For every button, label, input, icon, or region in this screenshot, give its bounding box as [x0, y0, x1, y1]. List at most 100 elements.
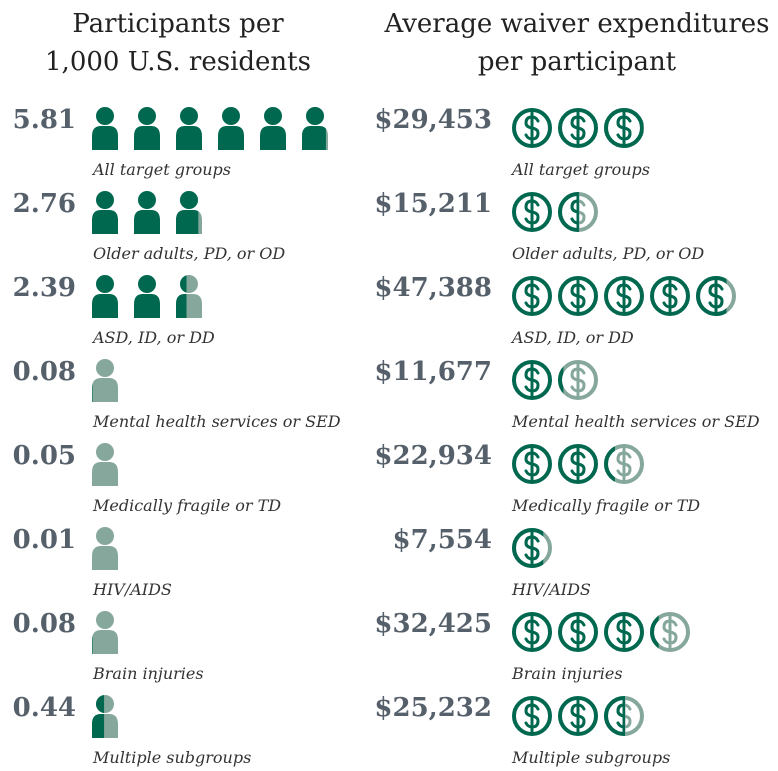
- person-body: [134, 210, 160, 234]
- icon-fill: [604, 696, 626, 736]
- coin-ring: [512, 360, 552, 400]
- person-body: [92, 714, 105, 738]
- dollar-sign: [524, 615, 540, 649]
- icon-fill: [176, 191, 199, 234]
- person-body: [92, 546, 118, 570]
- value-label: 5.81: [13, 105, 76, 135]
- category-label: All target groups: [91, 160, 231, 179]
- dollar-sign: [570, 111, 586, 145]
- coin-ring: [512, 612, 552, 652]
- person-body: [92, 378, 118, 402]
- category-label: HIV/AIDS: [511, 580, 591, 599]
- chart-title: Participants per: [72, 9, 284, 39]
- icon: [134, 275, 160, 318]
- value-label: 2.76: [13, 189, 76, 219]
- person-head: [96, 695, 105, 713]
- icon-fill: [92, 695, 105, 738]
- coin-ring: [604, 276, 644, 316]
- chart-title: per participant: [478, 47, 677, 77]
- icon: [92, 695, 118, 738]
- icon: [92, 527, 118, 570]
- coin-ring: [650, 615, 659, 649]
- dollar-sign: [524, 279, 540, 313]
- person-body: [134, 126, 160, 150]
- dollar-sign: [570, 615, 586, 649]
- value-label: $22,934: [374, 441, 492, 471]
- person-head: [96, 107, 114, 125]
- icon: [558, 276, 598, 316]
- dollar-sign: [616, 279, 632, 313]
- category-label: Older adults, PD, or OD: [93, 244, 285, 263]
- icon: [512, 360, 552, 400]
- person-body: [218, 126, 244, 150]
- person-body: [92, 126, 118, 150]
- icon: [512, 108, 552, 148]
- icon-fill: [512, 528, 544, 568]
- icon: [176, 191, 202, 234]
- dollar-sign: [524, 195, 540, 229]
- person-head: [138, 191, 156, 209]
- person-head: [96, 611, 114, 629]
- dollar-sign: [524, 363, 540, 397]
- coin-ring: [512, 192, 552, 232]
- coin-ring: [696, 276, 727, 316]
- icon: [92, 359, 118, 402]
- icon-fill: [302, 107, 326, 150]
- icon-fill: [558, 366, 564, 394]
- person-body: [92, 294, 118, 318]
- coin-ring: [512, 444, 552, 484]
- value-label: 0.08: [13, 357, 76, 387]
- dollar-sign: [524, 111, 540, 145]
- icon: [512, 276, 552, 316]
- value-label: 2.39: [13, 273, 76, 303]
- coin-ring: [558, 276, 598, 316]
- icon: [92, 191, 118, 234]
- icon: [134, 107, 160, 150]
- dollar-sign: [570, 363, 586, 397]
- person-head: [96, 527, 114, 545]
- person-head: [96, 275, 114, 293]
- value-label: $25,232: [374, 693, 492, 723]
- icon: [558, 108, 598, 148]
- value-label: $11,677: [374, 357, 492, 387]
- coin-ring: [604, 696, 626, 736]
- value-label: $47,388: [374, 273, 492, 303]
- dollar-sign: [662, 279, 678, 313]
- category-label: Mental health services or SED: [511, 412, 760, 431]
- category-label: HIV/AIDS: [92, 580, 172, 599]
- person-head: [222, 107, 240, 125]
- dollar-sign: [570, 195, 579, 229]
- person-head: [138, 107, 156, 125]
- icon: [176, 107, 202, 150]
- person-head: [180, 275, 187, 293]
- person-body: [92, 383, 93, 402]
- icon-fill: [604, 108, 644, 148]
- coin-ring: [512, 528, 544, 568]
- category-label: Medically fragile or TD: [92, 496, 281, 515]
- person-body: [176, 210, 199, 234]
- value-label: 0.08: [13, 609, 76, 639]
- value-label: $15,211: [374, 189, 492, 219]
- dollar-sign: [570, 447, 586, 481]
- category-label: Multiple subgroups: [92, 748, 251, 767]
- icon-fill: [604, 446, 615, 482]
- coin-ring: [558, 612, 598, 652]
- category-label: All target groups: [510, 160, 650, 179]
- icon: [92, 107, 118, 150]
- icon: [604, 444, 644, 484]
- icon: [604, 108, 644, 148]
- coin-ring: [512, 696, 552, 736]
- value-label: $32,425: [374, 609, 492, 639]
- category-label: Older adults, PD, or OD: [512, 244, 704, 263]
- person-body: [260, 126, 286, 150]
- dollar-sign: [524, 531, 540, 565]
- coin-ring: [558, 696, 598, 736]
- coin-ring: [558, 192, 579, 232]
- value-label: $29,453: [374, 105, 492, 135]
- chart-title: 1,000 U.S. residents: [45, 47, 311, 77]
- dollar-sign: [570, 279, 586, 313]
- icon: [92, 611, 118, 654]
- person-body: [176, 126, 202, 150]
- icon: [604, 612, 644, 652]
